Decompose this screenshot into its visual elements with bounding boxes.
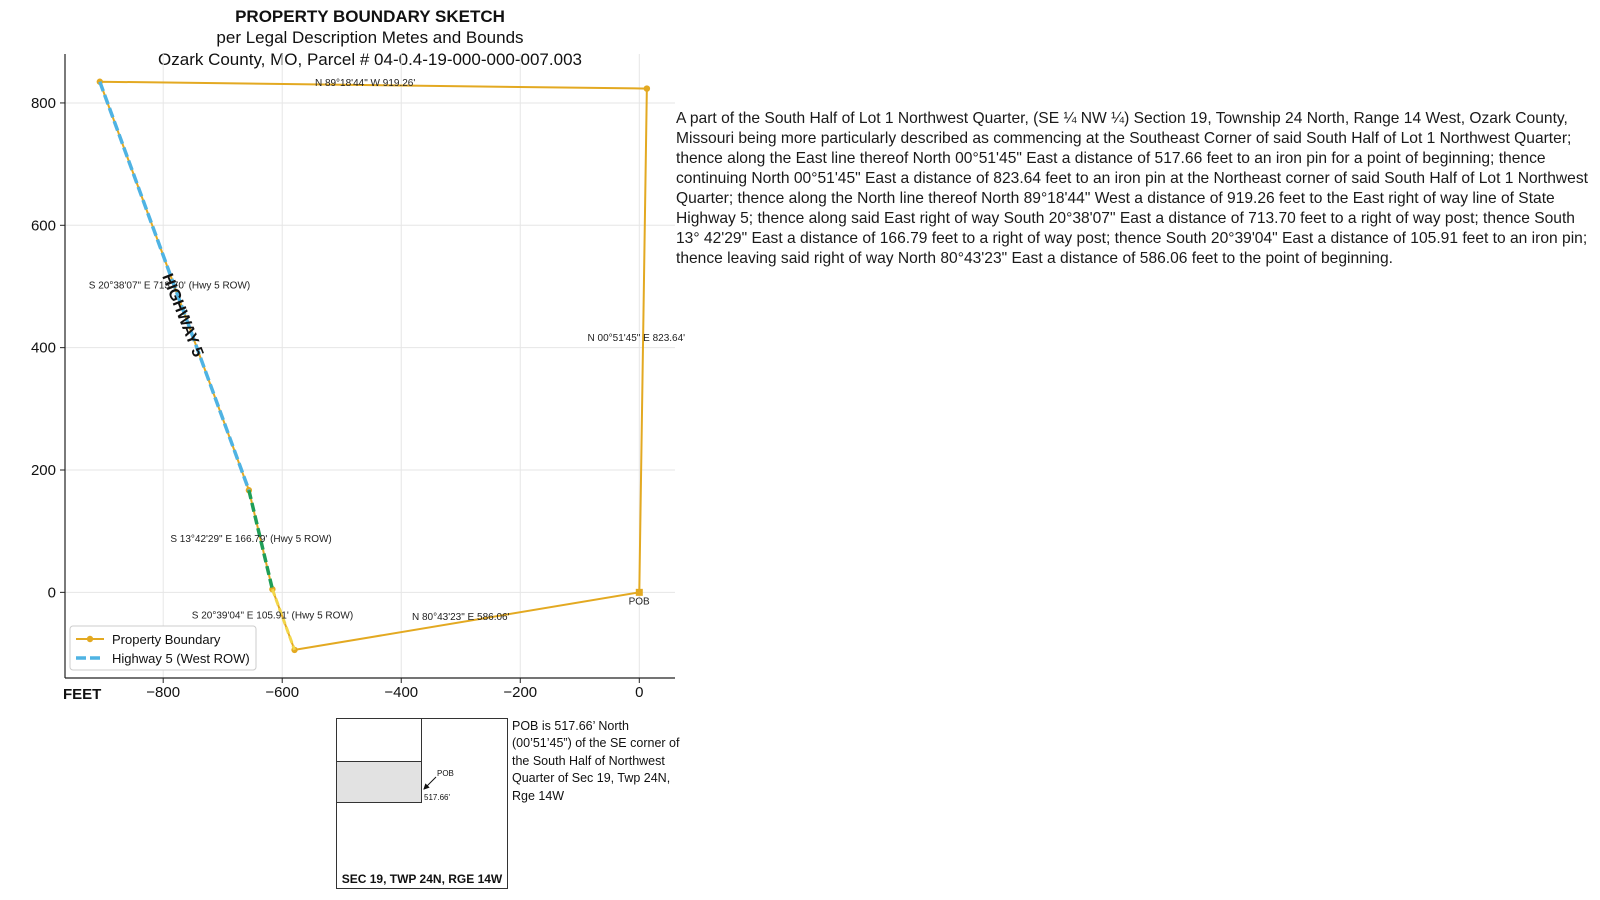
row-segment-green [247, 489, 275, 590]
y-tick-label: 400 [31, 340, 56, 357]
bearing-annotation: S 20°39'04" E 105.91' (Hwy 5 ROW) [192, 611, 353, 622]
legal-description: A part of the South Half of Lot 1 Northw… [676, 110, 1588, 267]
inset-section-label: SEC 19, TWP 24N, RGE 14W [341, 872, 503, 886]
bearing-annotation: N 89°18'44" W 919.26' [315, 78, 415, 89]
property-boundary-line [98, 80, 648, 652]
pob-marker [635, 588, 643, 596]
x-tick-label: −600 [265, 684, 299, 701]
inset-south-half-shaded [337, 761, 422, 803]
x-unit-label: FEET [63, 686, 101, 703]
bearing-annotation: S 13°42'29" E 166.79' (Hwy 5 ROW) [170, 534, 331, 545]
title-line-3: Ozark County, MO, Parcel # 04-0.4-19-000… [158, 50, 582, 69]
boundary-vertex-point [643, 85, 651, 92]
y-tick-label: 800 [31, 95, 56, 112]
x-tick-label: −400 [384, 684, 418, 701]
x-tick-label: −800 [146, 684, 180, 701]
y-tick-label: 600 [31, 217, 56, 234]
legend-box [69, 625, 257, 671]
y-tick-label: 0 [48, 584, 56, 601]
bearing-annotation: S 20°38'07" E 713.70' (Hwy 5 ROW) [89, 280, 250, 291]
bearing-annotation: N 80°43'23" E 586.06' [412, 612, 510, 623]
legend-boundary-label: Property Boundary [112, 632, 221, 647]
x-tick-label: −200 [503, 684, 537, 701]
legend-highway-label: Highway 5 (West ROW) [112, 651, 250, 666]
title-line-1: PROPERTY BOUNDARY SKETCH [235, 7, 505, 26]
section-inset: POB 517.66' SEC 19, TWP 24N, RGE 14W [336, 718, 508, 889]
x-tick-label: 0 [635, 684, 643, 701]
y-tick-label: 200 [31, 462, 56, 479]
boundary-plot: −800 −600 −400 −200 00200400600800FEETHIGHWA… [31, 54, 686, 703]
inset-pob-arrow [423, 776, 437, 790]
legend-boundary-marker [86, 635, 94, 643]
inset-distance-label: 517.66' [424, 793, 450, 802]
sketch-title: PROPERTY BOUNDARY SKETCH per Legal Descr… [90, 6, 650, 71]
inset-pob-label: POB [437, 769, 454, 778]
highway-5-row-line [98, 81, 251, 491]
bearing-annotation: N 00°51'45" E 823.64' [588, 333, 686, 344]
title-line-2: per Legal Description Metes and Bounds [216, 28, 524, 47]
bearing-annotation: POB [629, 597, 650, 608]
row-segment-yellow [270, 588, 296, 651]
inset-pob-note: POB is 517.66’ North (00’51’45”) of the … [512, 719, 680, 803]
